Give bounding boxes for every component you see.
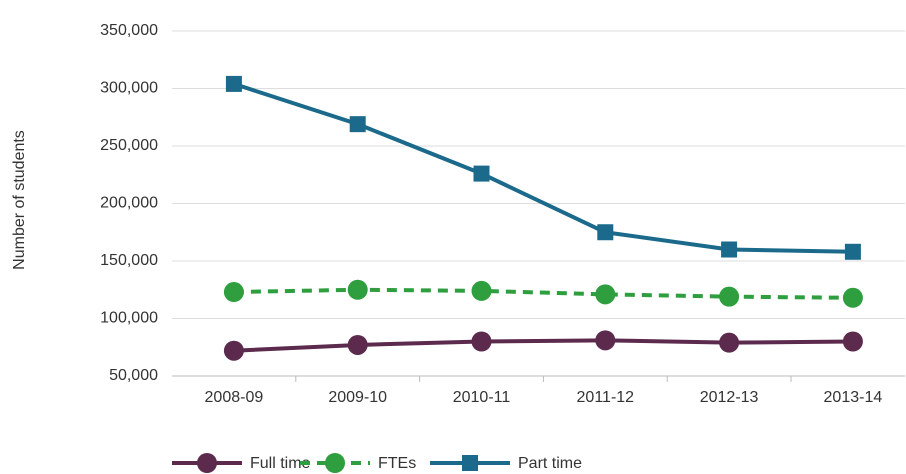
x-tick-label: 2010-11 [453, 389, 511, 406]
data-point [595, 284, 616, 305]
data-point [349, 116, 366, 133]
data-point [225, 75, 242, 92]
data-point [719, 286, 740, 307]
x-tick-label: 2008-09 [205, 389, 264, 406]
y-axis-label: Number of students [11, 130, 28, 270]
data-point [347, 334, 368, 355]
legend-marker [325, 453, 345, 473]
y-tick-label: 350,000 [100, 22, 158, 39]
legend-label: Full time [250, 455, 311, 472]
data-point [473, 165, 490, 182]
y-tick-label: 150,000 [100, 252, 158, 269]
legend-marker [462, 455, 478, 471]
data-point [842, 331, 863, 352]
legend-marker [197, 453, 217, 473]
data-point [721, 241, 738, 258]
x-tick-label: 2013-14 [824, 389, 883, 406]
series-line [233, 81, 853, 254]
legend-label: Part time [518, 455, 582, 472]
y-tick-label: 50,000 [109, 367, 158, 384]
data-point [471, 331, 492, 352]
data-point [597, 224, 614, 241]
data-point [842, 287, 863, 308]
data-point [471, 280, 492, 301]
legend-label: FTEs [378, 455, 416, 472]
data-point [223, 282, 244, 303]
y-tick-label: 300,000 [100, 80, 158, 97]
y-tick-label: 200,000 [100, 195, 158, 212]
series-line [233, 338, 853, 353]
series-line [233, 287, 853, 300]
data-point [223, 340, 244, 361]
x-tick-label: 2012-13 [700, 389, 759, 406]
data-point [595, 330, 616, 351]
data-point [719, 332, 740, 353]
x-tick-label: 2011-12 [577, 389, 635, 406]
y-tick-label: 250,000 [100, 137, 158, 154]
data-point [844, 243, 861, 260]
data-point [347, 279, 368, 300]
y-tick-label: 100,000 [100, 310, 158, 327]
x-tick-label: 2009-10 [328, 389, 387, 406]
